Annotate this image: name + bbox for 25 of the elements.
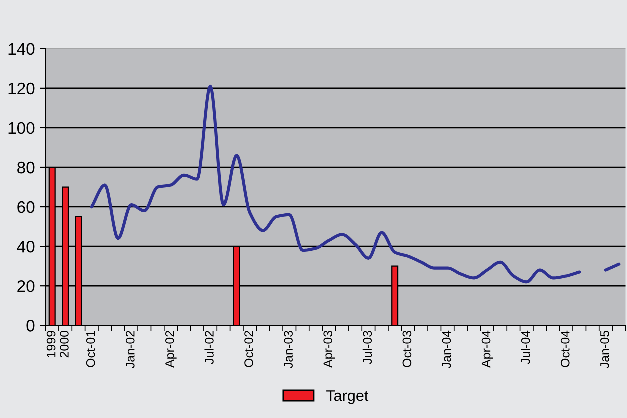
legend-label: Target (326, 390, 369, 404)
x-tick-label: Jul-03 (362, 331, 372, 364)
y-tick-label: 40 (17, 240, 35, 253)
x-tick-label: 2000 (60, 330, 69, 358)
x-tick-label: Jul-04 (521, 330, 530, 364)
x-tick-label: Oct-02 (244, 331, 254, 368)
x-tick-label: Jan-05 (600, 331, 610, 369)
y-tick-label: 0 (26, 320, 35, 332)
x-tick-label: Jan-02 (126, 331, 135, 369)
y-tick-label: 140 (8, 43, 35, 56)
y-tick-label: 100 (8, 122, 35, 134)
x-tick-label: Apr-03 (324, 331, 335, 368)
x-tick-label: Oct-04 (560, 330, 570, 368)
x-tick-label: Oct-03 (402, 331, 412, 368)
x-tick-label: Jan-04 (442, 330, 452, 369)
y-tick-label: 120 (8, 82, 35, 95)
x-tick-label: Jul-02 (204, 331, 214, 364)
x-tick-label: Apr-02 (165, 331, 177, 368)
x-tick-label: 1999 (46, 331, 56, 358)
y-tick-label: 80 (18, 162, 35, 174)
y-tick-label: 60 (18, 201, 35, 214)
y-tick-label: 20 (18, 280, 35, 292)
x-tick-label: Oct-01 (86, 331, 96, 368)
x-tick-label: Apr-04 (482, 330, 494, 368)
x-tick-label: Jan-03 (284, 331, 293, 369)
